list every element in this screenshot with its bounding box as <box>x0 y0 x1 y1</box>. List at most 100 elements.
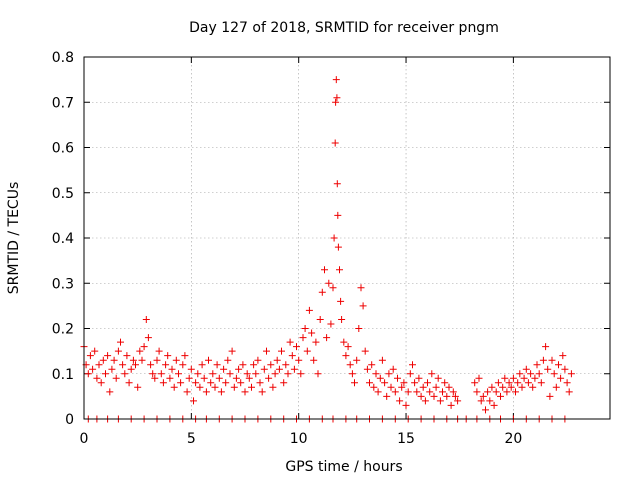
data-point <box>426 388 434 396</box>
data-point <box>321 266 328 274</box>
data-point <box>505 379 513 387</box>
data-point <box>383 392 391 400</box>
data-point <box>411 379 419 387</box>
data-point <box>89 365 97 373</box>
data-point <box>196 383 204 391</box>
data-point <box>213 361 221 369</box>
data-point <box>318 288 326 296</box>
data-point <box>331 139 339 147</box>
data-point <box>518 383 526 391</box>
data-point <box>235 365 243 373</box>
data-point <box>548 356 556 364</box>
data-point <box>363 365 371 373</box>
y-axis-label: SRMTID / TECUs <box>6 182 22 295</box>
data-point <box>155 347 163 355</box>
y-tick-label: 0 <box>65 412 74 428</box>
data-point <box>166 374 174 382</box>
data-point <box>149 370 157 378</box>
data-point <box>310 356 318 364</box>
data-point <box>535 370 543 378</box>
data-point <box>387 383 395 391</box>
data-point <box>329 284 337 292</box>
data-point <box>557 374 565 382</box>
data-point <box>286 338 294 346</box>
data-point <box>245 374 253 382</box>
data-point <box>314 370 322 378</box>
data-point <box>271 370 279 378</box>
data-point <box>432 383 440 391</box>
data-point <box>248 383 255 391</box>
data-point <box>108 365 116 373</box>
data-point <box>99 356 107 364</box>
data-point <box>144 334 152 342</box>
data-point <box>334 243 342 251</box>
data-point <box>297 370 305 378</box>
data-point <box>205 356 212 364</box>
data-point <box>220 365 228 373</box>
data-point <box>447 401 455 409</box>
data-point <box>263 347 270 355</box>
y-tick-label: 0.3 <box>52 276 74 292</box>
data-point <box>451 392 459 400</box>
data-point <box>222 379 230 387</box>
data-point <box>121 370 129 378</box>
y-tick-label: 0.2 <box>52 322 74 338</box>
data-point <box>119 361 127 369</box>
data-point <box>413 388 421 396</box>
data-point <box>172 356 180 364</box>
data-point <box>332 98 340 106</box>
data-point <box>359 302 367 310</box>
data-point <box>346 361 354 369</box>
data-point <box>106 388 114 396</box>
y-tick-label: 0.6 <box>52 141 74 157</box>
axis-ticks: 0 0.1 0.2 0.3 0.4 0.5 0.6 0.7 0.8 0 5 10 15 20 <box>52 50 610 447</box>
data-point <box>93 374 101 382</box>
data-point <box>404 388 412 396</box>
data-point <box>512 388 519 396</box>
data-point <box>151 374 159 382</box>
data-point <box>340 338 348 346</box>
data-point <box>295 356 303 364</box>
data-point <box>185 374 193 382</box>
data-point <box>134 383 142 391</box>
data-point <box>479 392 487 400</box>
data-point <box>153 356 161 364</box>
data-point <box>368 361 376 369</box>
data-point <box>179 361 187 369</box>
data-point <box>112 374 120 382</box>
data-point <box>486 397 494 405</box>
y-tick-label: 0.5 <box>52 186 74 202</box>
data-point <box>529 383 537 391</box>
data-point <box>473 388 481 396</box>
data-point <box>316 316 324 323</box>
data-point <box>117 338 124 346</box>
data-point <box>507 383 515 391</box>
y-tick-label: 0.1 <box>52 367 74 383</box>
data-point <box>376 374 384 382</box>
data-point <box>520 374 528 382</box>
data-point <box>202 388 210 396</box>
grid-lines <box>84 57 610 419</box>
plot-frame <box>83 56 611 420</box>
data-point <box>129 356 137 364</box>
data-point <box>527 370 535 378</box>
data-point <box>559 352 567 360</box>
data-point <box>353 356 361 364</box>
data-point <box>194 370 202 378</box>
data-point <box>260 365 268 373</box>
data-point <box>110 356 118 364</box>
data-point <box>381 379 389 387</box>
data-point <box>334 211 342 219</box>
x-tick-label: 0 <box>80 431 89 447</box>
data-point <box>338 316 346 323</box>
data-point <box>561 365 569 373</box>
data-point <box>344 343 352 351</box>
data-point <box>226 370 234 378</box>
data-point <box>351 379 358 387</box>
data-point <box>217 388 225 396</box>
data-point <box>200 374 208 382</box>
data-point <box>533 361 541 369</box>
data-point <box>546 392 554 400</box>
data-point <box>132 361 139 369</box>
